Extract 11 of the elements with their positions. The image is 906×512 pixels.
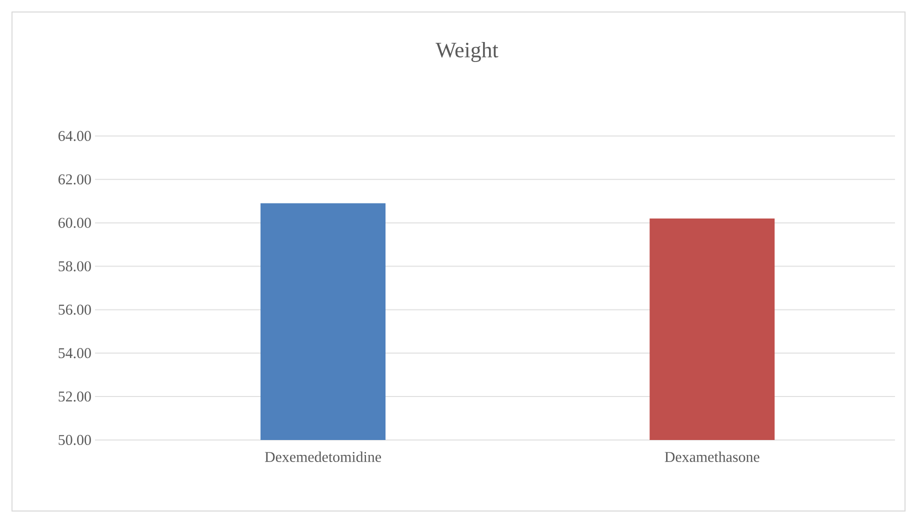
y-tick-label: 64.00 [58,130,91,142]
x-tick-label: Dexemedetomidine [264,452,382,462]
y-tick-label: 52.00 [58,391,91,402]
chart-title: Weight [436,42,498,62]
y-tick-label: 62.00 [58,174,91,184]
y-tick-label: 50.00 [58,434,91,446]
y-tick-label: 54.00 [58,348,91,358]
y-tick-label: 56.00 [58,304,91,315]
y-tick-label: 58.00 [58,261,91,272]
x-tick-label: Dexamethasone [664,452,760,462]
y-tick-label: 60.00 [58,218,91,228]
